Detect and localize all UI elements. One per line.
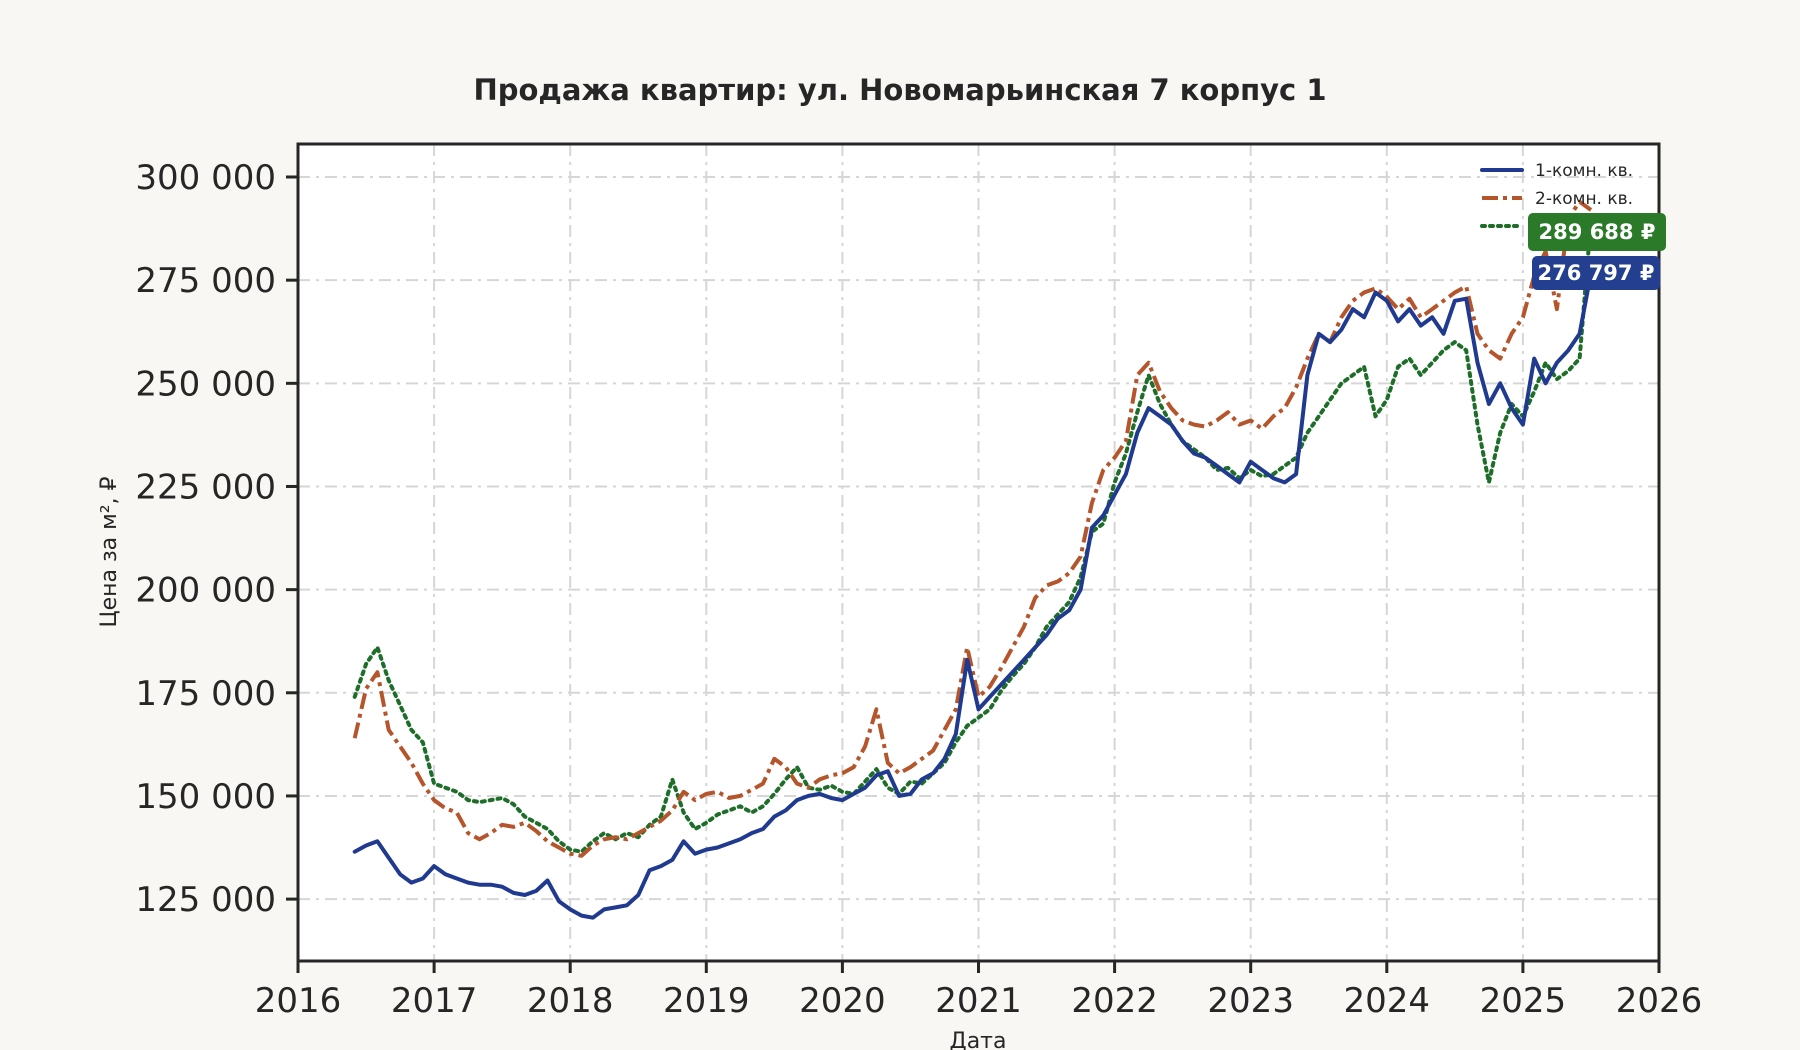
y-tick-label: 200 000 [135,571,276,611]
x-tick-label: 2022 [1071,981,1158,1021]
x-tick-label: 2021 [935,981,1022,1021]
series-line-2 [352,199,1593,858]
value-badge [1528,213,1666,251]
y-axis-label: Цена за м², ₽ [97,476,122,627]
y-tick-label: 300 000 [135,158,276,198]
x-tick-label: 2020 [799,981,886,1021]
x-tick-label: 2025 [1480,981,1567,1021]
y-tick-label: 150 000 [135,777,276,817]
series-line-3 [352,217,1593,854]
y-tick-label: 250 000 [135,364,276,404]
legend-label: 2-комн. кв. [1535,189,1633,209]
x-tick-labels: 2016 2017 2018 2019 2020 2021 2022 2023 2024 2025… [255,981,1703,1021]
x-tick-label: 2018 [527,981,614,1021]
x-tick-label: 2026 [1616,981,1703,1021]
y-tick-label: 275 000 [135,261,276,301]
value-badge [1532,256,1660,290]
y-tick-label: 225 000 [135,467,276,507]
y-tick-label: 125 000 [135,880,276,920]
value-badge-label: 276 797 ₽ [1538,261,1655,285]
axis-ticks [286,175,1661,973]
chart-title: Продажа квартир: ул. Новомарьинская 7 ко… [473,73,1326,107]
last-value-badges: 289 688 ₽ 276 797 ₽ [1528,213,1666,290]
legend-label: 1-комн. кв. [1535,161,1633,181]
x-tick-label: 2016 [255,981,342,1021]
value-badge-label: 289 688 ₽ [1539,220,1656,244]
series-lines [352,199,1593,920]
x-tick-label: 2019 [663,981,750,1021]
y-tick-labels: 125 000 150 000 175 000 200 000 225 000 250 0… [135,158,276,920]
x-tick-label: 2023 [1207,981,1294,1021]
x-tick-label: 2024 [1344,981,1431,1021]
x-tick-label: 2017 [391,981,478,1021]
x-axis-label: Дата [950,1029,1007,1050]
series-line-1 [352,270,1593,920]
y-tick-label: 175 000 [135,674,276,714]
